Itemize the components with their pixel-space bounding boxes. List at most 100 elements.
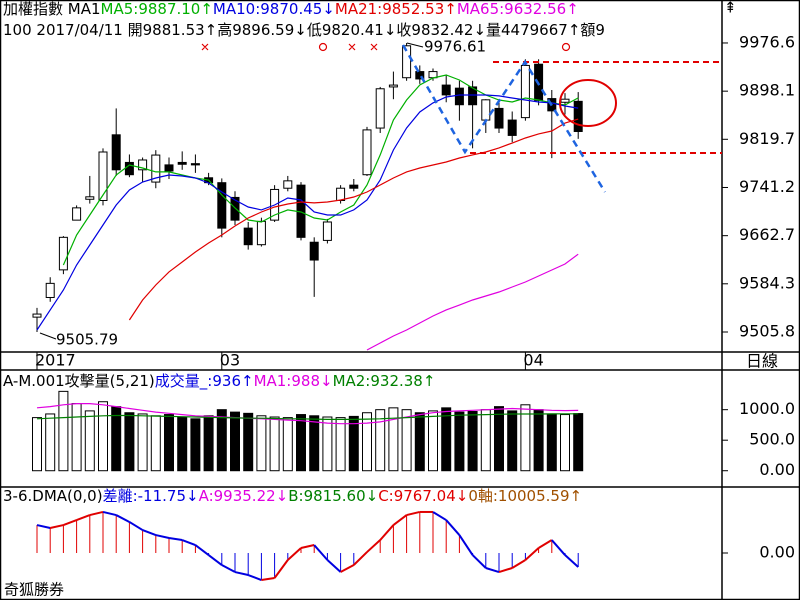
period-label: 日線	[746, 352, 778, 371]
candle-body	[494, 107, 504, 129]
dma-line	[63, 519, 77, 526]
candle-body	[468, 86, 478, 106]
y-tick-label: 9584.3	[739, 273, 795, 292]
dma-line	[234, 571, 249, 576]
candle-body	[85, 196, 95, 200]
y-tick-label: 0.00	[759, 543, 795, 562]
dma-line	[340, 564, 355, 573]
volume-bar	[190, 418, 201, 472]
header-segment: MA65:9632.56↑	[457, 0, 579, 18]
dma-line	[287, 547, 302, 561]
volume-bar	[573, 413, 584, 472]
dma-line	[313, 544, 329, 561]
header-segment: A-M.001攻擊量(5,21)	[3, 372, 155, 390]
panel-header: A-M.001攻擊量(5,21)成交量_:936↑MA1:988↓MA2:932…	[3, 372, 435, 391]
x-tick-label: 2017	[35, 351, 76, 370]
annotation: 9976.61	[424, 38, 486, 56]
candle-body	[322, 221, 332, 241]
candle-body	[309, 241, 319, 261]
header-segment: A:9935.22↓	[199, 487, 289, 505]
y-tick-label: 1000.0	[739, 399, 795, 418]
candle-body	[111, 134, 121, 171]
panel-header: 100 2017/04/11 開9881.53↑高9896.59↓低9820.4…	[3, 21, 605, 39]
signal-symbols	[201, 42, 571, 52]
volume-bar	[216, 409, 227, 472]
candle-body	[190, 163, 200, 166]
header-segment: 加權指數 MA1	[3, 0, 101, 18]
dma-line	[326, 559, 342, 573]
drawings: 9505.79 9976.61 日線 奇狐勝券 ⇞	[4, 0, 778, 599]
candle-body	[481, 99, 491, 121]
candle-body	[520, 64, 530, 119]
candle-body	[164, 164, 174, 172]
ma-line	[366, 253, 579, 351]
dma-line	[49, 524, 64, 529]
header-segment: MA10:9870.45↓	[213, 0, 335, 18]
dma-line	[168, 537, 183, 542]
y-tick-label: 9505.8	[739, 321, 795, 340]
volume-bar	[546, 413, 557, 472]
candle-body	[45, 282, 55, 298]
dma-line	[524, 547, 540, 561]
dma-line	[194, 544, 210, 556]
ma-line	[128, 118, 579, 321]
volume-bar	[164, 414, 174, 472]
x-tick-label: 03	[220, 351, 240, 370]
annotation-leader	[39, 332, 57, 340]
dma-line	[273, 559, 289, 579]
volume-bar	[230, 411, 240, 472]
volume-bar	[454, 411, 465, 472]
candle-body	[283, 180, 293, 189]
volume-bar	[256, 415, 267, 472]
candle-body	[32, 313, 42, 318]
ma-line	[36, 403, 579, 425]
candle-body	[124, 161, 134, 176]
volume-bar	[414, 412, 425, 472]
volume-bar	[401, 409, 412, 472]
volume-bar	[282, 417, 293, 472]
volume-bar	[533, 409, 544, 472]
volume-bar	[507, 410, 518, 472]
dma-line	[511, 559, 526, 569]
candle-body	[560, 98, 570, 103]
candle-body	[177, 161, 187, 165]
dma-line	[432, 511, 447, 521]
volume-bar	[124, 412, 135, 472]
volume-bar	[560, 414, 570, 472]
candle-body	[58, 236, 68, 271]
volume-bar	[203, 415, 214, 472]
dma-line	[485, 567, 500, 573]
volume-bar	[441, 407, 452, 472]
candle-body	[217, 182, 227, 229]
volume-bar	[58, 390, 69, 472]
volume-bar	[296, 414, 306, 472]
ma-line	[36, 413, 579, 420]
header-segment: 3-6.DMA(0,0)	[3, 487, 103, 505]
circle-signal	[318, 42, 328, 52]
volume-bar	[309, 415, 320, 472]
annotation: 9505.79	[56, 331, 118, 349]
dma-line	[247, 574, 262, 581]
volume-bar	[494, 406, 504, 472]
volume-bar	[269, 416, 280, 472]
dma-line	[89, 510, 104, 517]
scroll-arrow[interactable]: ⇞	[724, 0, 737, 17]
candle-body	[402, 45, 412, 79]
dma-line	[36, 524, 51, 529]
header-segment: MA21:9852.53↑	[335, 0, 457, 18]
candle-body	[507, 119, 517, 136]
volume-bar	[45, 413, 56, 472]
ma-line	[36, 94, 579, 331]
header-segment: 成交量_:936↑	[155, 372, 254, 391]
annotation-leader	[406, 42, 424, 48]
volume-bar	[362, 412, 372, 472]
candle-body	[336, 187, 346, 201]
volume-bar	[322, 416, 333, 472]
volume-bar	[98, 401, 108, 472]
x-tick-label: 04	[523, 351, 543, 370]
header-segment: B:9815.60↓	[288, 487, 378, 505]
dma-line	[445, 519, 461, 536]
cross-signals	[201, 43, 378, 51]
y-tick-label: 500.0	[749, 430, 795, 449]
